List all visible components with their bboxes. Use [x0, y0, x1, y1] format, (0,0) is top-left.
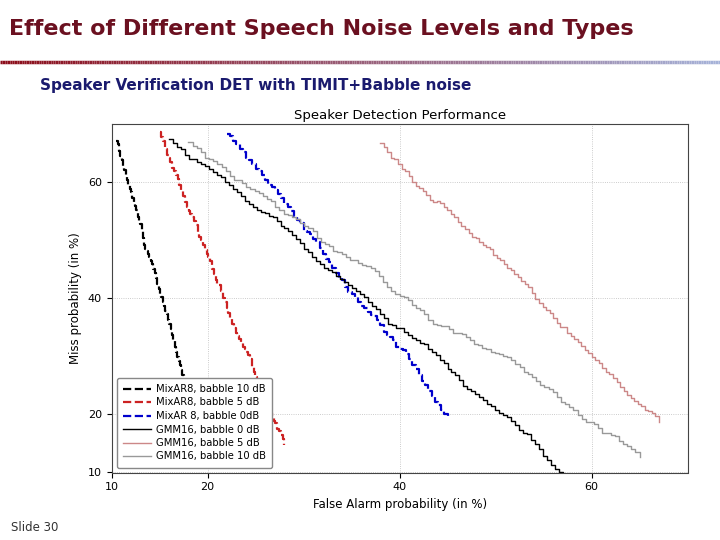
Line: GMM16, babble 10 dB: GMM16, babble 10 dB	[189, 142, 639, 456]
MixAR8, babble 5 dB	[226, 315, 235, 322]
GMM16, babble 0 dB	[368, 299, 377, 305]
GMM16, babble 10 dB	[466, 337, 474, 343]
MixAR8, babble 5 dB	[156, 129, 164, 136]
MixAR8, babble 10 dB	[112, 137, 121, 144]
GMM16, babble 10 dB	[366, 265, 375, 272]
Text: Effect of Different Speech Noise Levels and Types: Effect of Different Speech Noise Levels …	[9, 19, 634, 39]
GMM16, babble 0 dB	[546, 456, 555, 463]
GMM16, babble 5 dB	[376, 140, 384, 147]
GMM16, babble 0 dB	[343, 279, 352, 285]
GMM16, babble 0 dB	[507, 414, 516, 421]
Line: MixAR8, babble 10 dB: MixAR8, babble 10 dB	[117, 140, 207, 463]
MixAR8, babble 5 dB	[157, 129, 166, 136]
MixAR8, babble 5 dB	[278, 432, 287, 438]
MixAR8, babble 10 dB	[160, 302, 168, 309]
Legend: MixAR8, babble 10 dB, MixAR8, babble 5 dB, MixAR 8, babble 0dB, GMM16, babble 0 : MixAR8, babble 10 dB, MixAR8, babble 5 d…	[117, 378, 271, 468]
GMM16, babble 0 dB	[531, 436, 539, 443]
X-axis label: False Alarm probability (in %): False Alarm probability (in %)	[312, 498, 487, 511]
GMM16, babble 10 dB	[184, 139, 193, 145]
Title: Speaker Detection Performance: Speaker Detection Performance	[294, 109, 505, 122]
GMM16, babble 10 dB	[209, 156, 217, 163]
GMM16, babble 10 dB	[362, 261, 371, 268]
MixAR 8, babble 0dB	[338, 277, 346, 284]
GMM16, babble 5 dB	[580, 342, 589, 349]
GMM16, babble 10 dB	[523, 371, 532, 377]
MixAR8, babble 5 dB	[157, 133, 166, 140]
GMM16, babble 5 dB	[556, 320, 564, 327]
GMM16, babble 10 dB	[635, 453, 644, 460]
GMM16, babble 5 dB	[468, 230, 477, 236]
MixAR 8, babble 0dB	[444, 416, 452, 422]
MixAR8, babble 10 dB	[163, 316, 172, 323]
Y-axis label: Miss probability (in %): Miss probability (in %)	[69, 233, 82, 364]
GMM16, babble 5 dB	[454, 219, 462, 225]
MixAR8, babble 5 dB	[235, 336, 243, 342]
MixAR 8, babble 0dB	[225, 131, 234, 137]
GMM16, babble 5 dB	[489, 246, 498, 252]
Line: GMM16, babble 0 dB: GMM16, babble 0 dB	[169, 139, 563, 472]
MixAR 8, babble 0dB	[222, 131, 231, 137]
GMM16, babble 5 dB	[612, 375, 621, 381]
MixAR8, babble 10 dB	[202, 449, 210, 456]
MixAR 8, babble 0dB	[364, 309, 372, 315]
MixAR8, babble 5 dB	[280, 442, 289, 448]
MixAR8, babble 10 dB	[203, 460, 212, 466]
Line: MixAR 8, babble 0dB: MixAR 8, babble 0dB	[227, 134, 448, 419]
MixAR8, babble 10 dB	[114, 137, 122, 144]
Line: GMM16, babble 5 dB: GMM16, babble 5 dB	[380, 144, 659, 422]
GMM16, babble 0 dB	[559, 469, 567, 476]
MixAR 8, babble 0dB	[347, 291, 356, 298]
MixAR8, babble 10 dB	[114, 141, 122, 147]
Text: Speaker Verification DET with TIMIT+Babble noise: Speaker Verification DET with TIMIT+Babb…	[40, 78, 471, 93]
MixAR8, babble 5 dB	[220, 299, 229, 305]
GMM16, babble 0 dB	[308, 248, 317, 255]
MixAR8, babble 10 dB	[170, 343, 179, 350]
MixAR 8, babble 0dB	[440, 407, 449, 414]
GMM16, babble 10 dB	[557, 394, 565, 401]
MixAR 8, babble 0dB	[225, 133, 234, 139]
Text: Slide 30: Slide 30	[11, 521, 58, 534]
GMM16, babble 0 dB	[165, 136, 174, 143]
Line: MixAR8, babble 5 dB: MixAR8, babble 5 dB	[160, 132, 284, 445]
GMM16, babble 5 dB	[654, 418, 663, 425]
